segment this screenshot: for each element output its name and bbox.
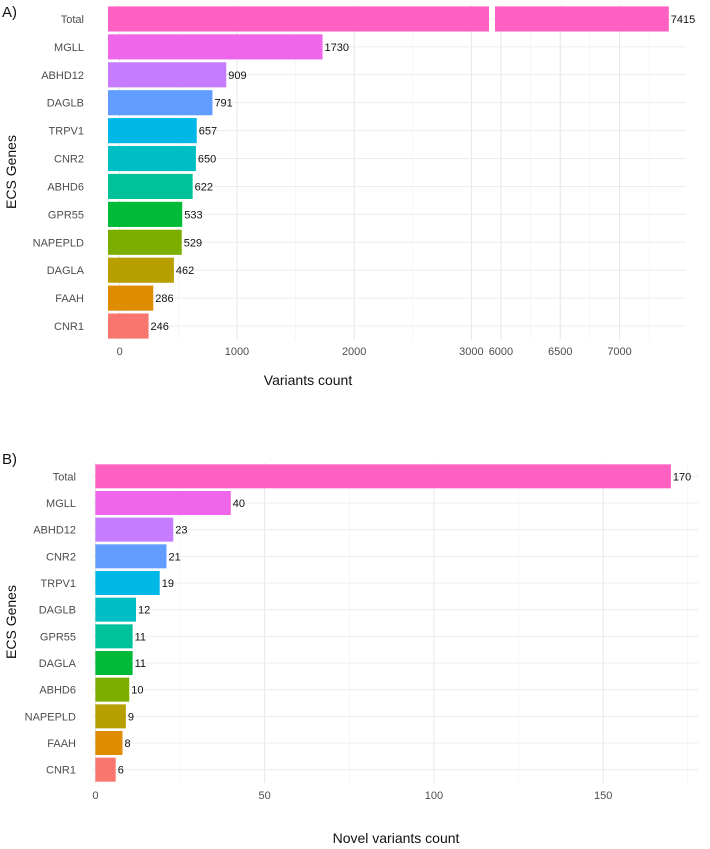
panel-b-category-label: Total xyxy=(53,471,76,483)
panel-a-x-tick-label: 6000 xyxy=(489,346,513,358)
panel-b-bar-abhd12 xyxy=(95,517,174,542)
panel-a-bar-cnr2 xyxy=(108,145,196,172)
panel-a-value-label: 286 xyxy=(155,293,173,305)
panel-b-category-label: ABHD12 xyxy=(33,525,76,537)
panel-a-x-tick-label: 3000 xyxy=(459,346,483,358)
panel-a-value-label: 909 xyxy=(228,70,246,82)
panel-a-bar-daglb xyxy=(108,90,213,116)
panel-a-value-label: 529 xyxy=(184,237,202,249)
panel-a-label: A) xyxy=(2,4,17,21)
panel-b-category-label: TRPV1 xyxy=(41,578,76,590)
panel-a-y-axis-title: ECS Genes xyxy=(3,135,19,209)
panel-b-category-label: CNR2 xyxy=(46,551,76,563)
panel-b-value-label: 10 xyxy=(131,685,143,697)
panel-b-category-label: CNR1 xyxy=(46,765,76,777)
panel-b-label: B) xyxy=(2,451,17,468)
panel-a-value-label: 1730 xyxy=(325,42,349,54)
panel-b-x-tick-label: 150 xyxy=(594,790,612,802)
panel-b-category-label: FAAH xyxy=(47,738,76,750)
panel-b-bar-abhd6 xyxy=(95,677,130,702)
panel-b-value-label: 8 xyxy=(124,738,130,750)
panel-a-category-label: GPR55 xyxy=(48,209,84,221)
panel-a-value-label: 462 xyxy=(176,265,194,277)
panel-a-value-label: 650 xyxy=(198,154,216,166)
panel-b-value-label: 19 xyxy=(162,578,174,590)
panel-b-x-tick-label: 50 xyxy=(259,790,271,802)
panel-b-bar-daglb xyxy=(95,597,137,622)
panel-a-value-label: 7415 xyxy=(671,14,695,26)
panel-a-bar-abhd12 xyxy=(108,62,227,88)
panel-b-bar-cnr2 xyxy=(95,544,167,569)
panel-a-category-label: CNR2 xyxy=(54,154,84,166)
panel-b-value-label: 21 xyxy=(168,551,180,563)
panel-b-category-label: DAGLB xyxy=(39,605,76,617)
panel-a-x-tick-label: 0 xyxy=(117,346,123,358)
panel-a-bar-faah xyxy=(108,285,154,311)
panel-a-x-axis-title: Variants count xyxy=(264,372,353,388)
panel-b-category-label: ABHD6 xyxy=(39,685,76,697)
panel-a-value-label: 657 xyxy=(199,126,217,138)
panel-b-value-label: 6 xyxy=(118,765,124,777)
panel-a-x-tick-label: 6500 xyxy=(548,346,572,358)
panel-a-category-label: DAGLB xyxy=(47,98,84,110)
panel-a-value-label: 533 xyxy=(184,209,202,221)
panel-b-value-label: 11 xyxy=(135,658,146,670)
panel-b-category-label: NAPEPLD xyxy=(25,711,76,723)
panel-a-value-label: 246 xyxy=(151,321,169,333)
panel-b-value-label: 11 xyxy=(135,631,146,643)
panel-a-bar-cnr1 xyxy=(108,313,149,339)
panel-a-variants-chart: A) ECS Genes Variants count 0 1000 2000 300… xyxy=(2,4,695,388)
panel-b-novel-variants-chart: B) ECS Genes Novel variants count 0 50 100… xyxy=(2,451,698,846)
panel-b-y-axis-title: ECS Genes xyxy=(3,585,19,659)
panel-a-bar-napepld xyxy=(108,229,182,255)
panel-a-category-label: NAPEPLD xyxy=(33,237,84,249)
panel-a-value-label: 622 xyxy=(195,181,213,193)
panel-b-value-label: 9 xyxy=(128,711,134,723)
panel-a-x-tick-label: 1000 xyxy=(225,346,249,358)
panel-b-value-label: 170 xyxy=(673,471,691,483)
panel-a-category-label: DAGLA xyxy=(47,265,85,277)
panel-b-x-tick-label: 0 xyxy=(92,790,98,802)
panel-b-x-tick-label: 100 xyxy=(425,790,443,802)
panel-b-category-label: GPR55 xyxy=(40,631,76,643)
panel-a-x-tick-label: 2000 xyxy=(342,346,366,358)
panel-b-category-label: DAGLA xyxy=(39,658,77,670)
panel-b-category-label: MGLL xyxy=(46,498,76,510)
panel-b-bar-gpr55 xyxy=(95,624,133,649)
panel-b-bar-faah xyxy=(95,731,123,755)
panel-b-x-axis-title: Novel variants count xyxy=(333,830,460,846)
panel-a-value-label: 791 xyxy=(214,98,232,110)
panel-b-bar-mgll xyxy=(95,491,231,515)
panel-b-value-label: 40 xyxy=(233,498,245,510)
panel-a-category-label: CNR1 xyxy=(54,321,84,333)
panel-b-bar-napepld xyxy=(95,704,126,729)
panel-b-value-label: 12 xyxy=(138,605,150,617)
panel-a-bar-abhd6 xyxy=(108,173,193,200)
panel-a-category-label: TRPV1 xyxy=(49,126,84,138)
panel-b-bar-dagla xyxy=(95,651,133,675)
panel-a-bar-trpv1 xyxy=(108,118,197,144)
panel-b-bar-total xyxy=(95,464,671,489)
panel-a-category-label: MGLL xyxy=(54,42,84,54)
panel-a-x-tick-label: 7000 xyxy=(607,346,631,358)
panel-a-bar-gpr55 xyxy=(108,201,183,227)
panel-a-category-label: ABHD6 xyxy=(47,181,84,193)
panel-a-category-label: ABHD12 xyxy=(41,70,84,82)
panel-a-bar-dagla xyxy=(108,257,174,283)
panel-b-value-label: 23 xyxy=(175,525,187,537)
panel-a-bar-total-left xyxy=(108,6,489,32)
panel-a-category-label: FAAH xyxy=(55,293,84,305)
panel-b-bar-cnr1 xyxy=(95,757,116,782)
panel-a-bar-total xyxy=(495,6,669,32)
panel-b-bar-trpv1 xyxy=(95,571,160,595)
panel-a-category-label: Total xyxy=(61,14,84,26)
panel-a-bar-mgll xyxy=(108,34,323,60)
